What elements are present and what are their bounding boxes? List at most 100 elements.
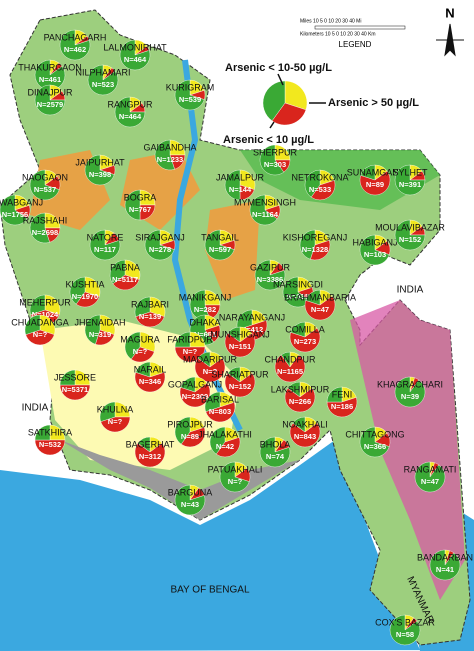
district-count: N=303 xyxy=(264,160,286,169)
pie-slice xyxy=(34,439,66,456)
district-name: COX'S BAZAR xyxy=(375,617,435,627)
district-count: N=1164 xyxy=(252,210,279,219)
pie-slice xyxy=(205,402,236,423)
district-name: KURIGRAM xyxy=(166,82,215,92)
district-count: N=412 xyxy=(241,325,263,334)
district-count: N=464 xyxy=(124,55,147,64)
district-count: N=89 xyxy=(366,180,384,189)
district-name: JESSORE xyxy=(54,372,96,382)
pie-slice xyxy=(112,274,140,291)
district-name: KISHOREGANJ xyxy=(283,232,348,242)
district-name: KUSHTIA xyxy=(65,279,104,289)
district-name: SUNAMGANJ xyxy=(347,167,404,177)
district-name: FARIDPUR xyxy=(167,334,213,344)
place-label: INDIA xyxy=(22,403,49,414)
district-name: NAOGAON xyxy=(22,172,68,182)
district-count: N=319 xyxy=(89,330,111,339)
district-name: KHAGRACHARI xyxy=(377,379,443,389)
pie-slice xyxy=(180,427,206,448)
pie-slice xyxy=(310,240,331,261)
scale-miles: Miles 10 5 0 10 20 30 40 Mi xyxy=(300,18,361,24)
pie-slice xyxy=(25,329,55,346)
district-count: N=? xyxy=(183,347,198,356)
district-count: N=282 xyxy=(194,305,216,314)
district-count: N=312 xyxy=(139,452,161,461)
pie-slice xyxy=(310,180,336,201)
pie-slice xyxy=(326,397,358,418)
district-name: GOPALGANJ xyxy=(168,379,222,389)
pie-slice xyxy=(429,549,461,581)
district-count: N=5371 xyxy=(62,385,88,394)
pie-slice xyxy=(254,259,286,291)
district-name: FENI xyxy=(332,389,353,399)
district-name: NATORE xyxy=(87,232,124,242)
district-count: N=139 xyxy=(139,312,161,321)
district-count: N=39 xyxy=(401,392,419,401)
pie-slice xyxy=(174,484,206,516)
district-name: PATUAKHALI xyxy=(208,464,263,474)
district-name: BARISAL xyxy=(201,394,239,404)
district-name: MUNSHIGANJ xyxy=(210,329,270,339)
district-name: SHARIATPUR xyxy=(211,369,269,379)
pie-slice xyxy=(174,79,205,111)
district-count: N=539 xyxy=(179,95,201,104)
district-name: SIRAJGANJ xyxy=(135,232,185,242)
pie-slice xyxy=(135,311,165,328)
district-count: N=2309 xyxy=(182,392,208,401)
pie-slice xyxy=(84,154,115,186)
district-count: N=? xyxy=(203,367,218,376)
pie-slice xyxy=(134,442,166,468)
district-name: NARSINGDI xyxy=(273,279,323,289)
district-name: DINAJPUR xyxy=(27,87,73,97)
pie-slice xyxy=(389,614,421,646)
district-name: CHITTAGONG xyxy=(345,429,404,439)
district-count: N=89 xyxy=(181,432,199,441)
district-name: MYMENSINGH xyxy=(234,197,296,207)
district-name: PABNA xyxy=(110,262,140,272)
pie-slice xyxy=(139,331,156,352)
pie-slice xyxy=(114,96,146,128)
legend-swatch xyxy=(284,80,308,111)
district-name: SATKHIRA xyxy=(28,427,72,437)
district-count: N=391 xyxy=(399,180,421,189)
district-count: N=1233 xyxy=(157,155,183,164)
district-count: N=151 xyxy=(229,342,251,351)
district-name: PIROJPUR xyxy=(167,419,213,429)
district-count: N=103 xyxy=(364,250,386,259)
district-count: N=1328 xyxy=(302,245,328,254)
pie-slice xyxy=(394,219,426,251)
pie-slice xyxy=(360,164,376,181)
district-name: CHUADANGA xyxy=(11,317,69,327)
district-count: N=117 xyxy=(94,245,116,254)
district-count: N=335 xyxy=(287,292,309,301)
district-name: GAIBANDHA xyxy=(143,142,196,152)
legend-label: Arsenic > 50 µg/L xyxy=(328,97,419,109)
pie-slice xyxy=(215,437,241,458)
pie-slice xyxy=(224,332,256,358)
district-name: LAKSHMIPUR xyxy=(271,384,330,394)
region-magenta xyxy=(350,300,465,600)
pie-slice xyxy=(144,229,175,261)
pie-slice xyxy=(154,139,175,171)
district-name: NAWABGANJ xyxy=(0,197,43,207)
pie-slice xyxy=(219,461,250,493)
district-name: NARAIL xyxy=(134,364,167,374)
district-count: N=464 xyxy=(119,112,142,121)
pie-slice xyxy=(287,381,301,398)
pie-slice xyxy=(134,296,151,317)
district-count: N=651 xyxy=(194,330,216,339)
pie-slice xyxy=(59,369,76,386)
district-name: BHOLA xyxy=(260,439,291,449)
pie-slice xyxy=(44,294,61,315)
pie-slice xyxy=(149,296,166,317)
district-count: N=461 xyxy=(39,75,61,84)
district-count: N=41 xyxy=(436,565,454,574)
district-name: MOULAVIBAZAR xyxy=(375,222,445,232)
pie-slice xyxy=(304,295,336,321)
pie-slice xyxy=(304,169,321,198)
pie-slice xyxy=(289,327,321,353)
district-count: N=803 xyxy=(209,407,231,416)
pie-slice xyxy=(359,234,390,266)
district-count: N=152 xyxy=(399,235,421,244)
